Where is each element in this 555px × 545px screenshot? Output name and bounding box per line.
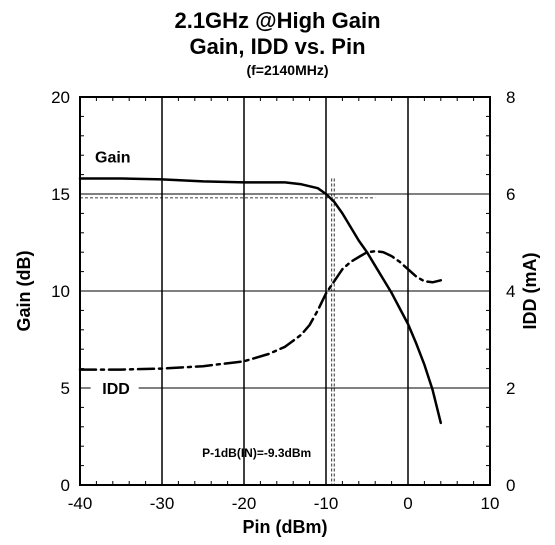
chart-subtitle: Gain, IDD vs. Pin	[189, 34, 366, 59]
x-tick-label: -30	[150, 494, 175, 513]
y2-tick-label: 0	[506, 476, 515, 495]
x-axis-label: Pin (dBm)	[243, 517, 328, 537]
x-tick-label: -10	[314, 494, 339, 513]
x-tick-label: 10	[481, 494, 500, 513]
y2-tick-label: 6	[506, 185, 515, 204]
y2-tick-label: 8	[506, 88, 515, 107]
series-label-idd: IDD	[102, 381, 130, 398]
chart-title: 2.1GHz @High Gain	[174, 8, 381, 33]
y2-tick-label: 2	[506, 379, 515, 398]
y-tick-label: 15	[51, 185, 70, 204]
y-tick-label: 20	[51, 88, 70, 107]
y2-axis-label: IDD (mA)	[520, 253, 540, 330]
chart-condition: (f=2140MHz)	[246, 62, 329, 78]
x-tick-label: -40	[68, 494, 93, 513]
series-line-idd	[78, 249, 443, 371]
y-axis-label: Gain (dB)	[14, 251, 34, 332]
p1db-annotation: P-1dB(IN)=-9.3dBm	[202, 446, 311, 460]
y-tick-label: 10	[51, 282, 70, 301]
x-tick-label: -20	[232, 494, 257, 513]
x-tick-label: 0	[403, 494, 412, 513]
series-label-backdrop	[90, 377, 139, 398]
series-line-gain	[78, 177, 443, 425]
y2-tick-label: 4	[506, 282, 515, 301]
series-label-gain: Gain	[95, 149, 131, 166]
y-tick-label: 5	[61, 379, 70, 398]
y-tick-label: 0	[61, 476, 70, 495]
